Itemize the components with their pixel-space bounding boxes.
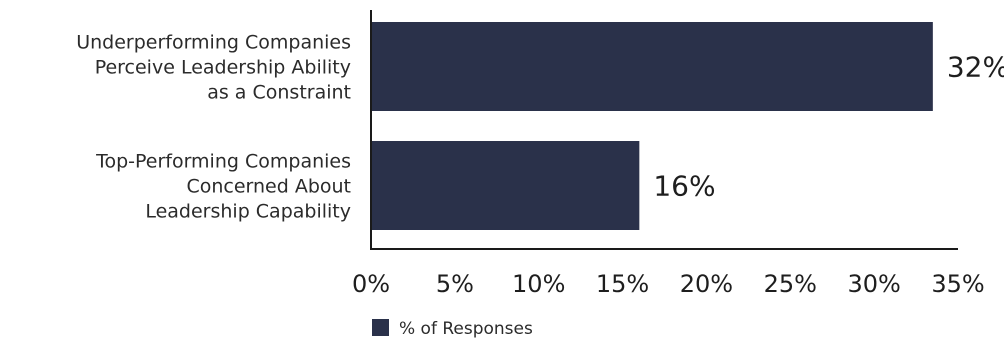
category-label-line: as a Constraint: [207, 82, 351, 104]
category-label-line: Concerned About: [186, 176, 351, 198]
category-label-2: Top-Performing Companies Concerned About L…: [95, 151, 351, 223]
x-tick-label: 5%: [436, 270, 474, 298]
data-label-1: 32%: [947, 51, 1004, 84]
category-labels: Underperforming Companies Perceive Leader…: [76, 32, 351, 223]
bar-1: [372, 22, 933, 111]
x-tick-label: 20%: [680, 270, 733, 298]
category-label-line: Perceive Leadership Ability: [95, 57, 351, 79]
x-tick-label: 0%: [352, 270, 390, 298]
legend-label: % of Responses: [399, 319, 533, 339]
category-label-line: Top-Performing Companies: [95, 151, 351, 173]
category-label-1: Underperforming Companies Perceive Leader…: [76, 32, 351, 104]
x-tick-label: 10%: [512, 270, 565, 298]
x-tick-label: 25%: [764, 270, 817, 298]
x-tick-label: 15%: [596, 270, 649, 298]
bar-2: [372, 141, 640, 230]
x-tick-label: 30%: [847, 270, 900, 298]
category-label-line: Leadership Capability: [145, 201, 351, 223]
legend-swatch: [372, 319, 389, 336]
x-axis-tick-labels: 0% 5% 10% 15% 20% 25% 30% 35%: [352, 270, 985, 298]
category-label-line: Underperforming Companies: [76, 32, 351, 54]
data-labels: 32% 16%: [653, 51, 1004, 203]
data-label-2: 16%: [653, 170, 715, 203]
x-tick-label: 35%: [931, 270, 984, 298]
bars: [372, 22, 933, 230]
legend: % of Responses: [372, 319, 533, 339]
